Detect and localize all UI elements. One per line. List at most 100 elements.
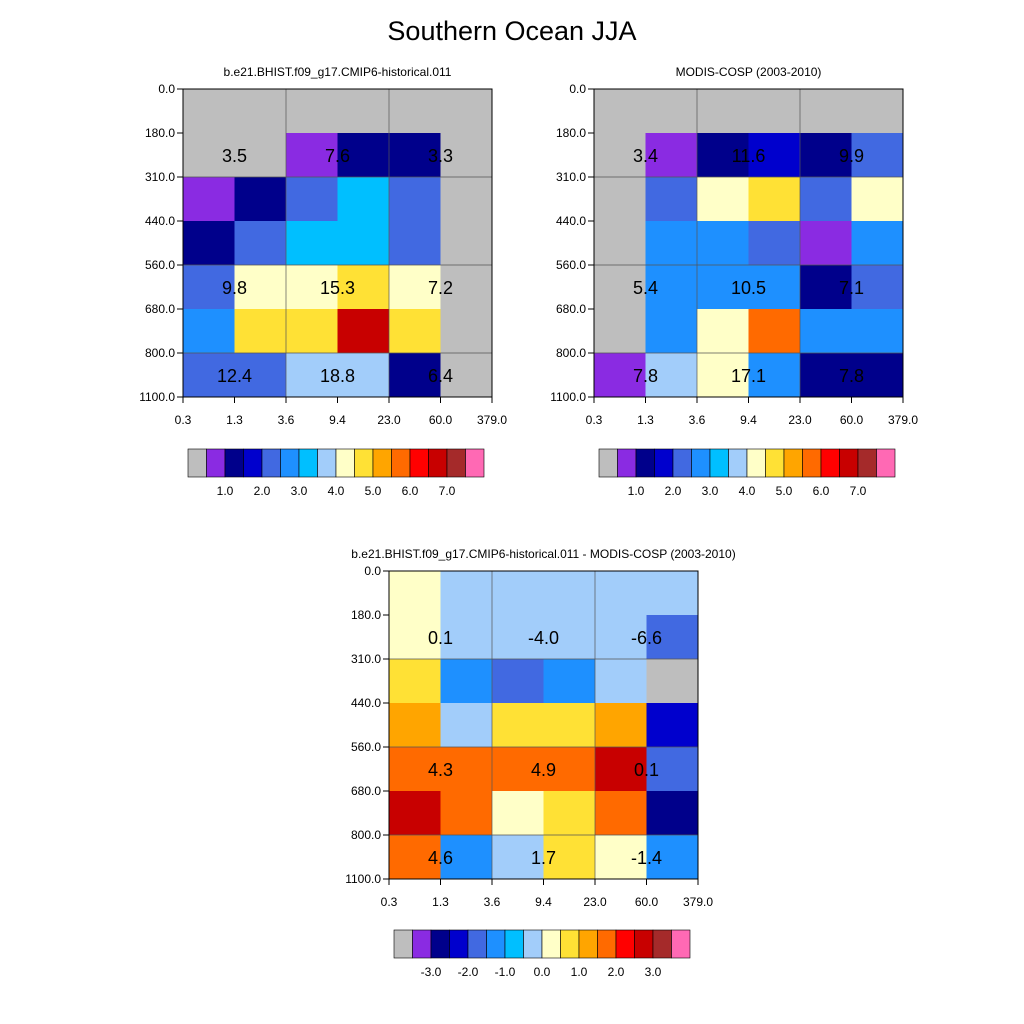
- heatmap-cell: [543, 571, 596, 616]
- heatmap-cell: [183, 353, 235, 398]
- heatmap-cell: [492, 659, 544, 704]
- y-tick-label: 0.0: [569, 82, 586, 96]
- colorbar-label: 2.0: [254, 484, 271, 498]
- heatmap-cell: [595, 791, 647, 836]
- x-tick-label: 23.0: [788, 413, 812, 427]
- panel-title: MODIS-COSP (2003-2010): [676, 65, 822, 79]
- cell-value-label: 9.9: [839, 146, 864, 166]
- colorbar-swatch: [335, 448, 355, 478]
- y-tick-label: 560.0: [351, 740, 381, 754]
- heatmap-cell: [595, 747, 647, 792]
- colorbar-swatch: [578, 929, 598, 959]
- heatmap-cell: [389, 221, 441, 266]
- heatmap-cell: [543, 659, 596, 704]
- heatmap-cell: [594, 177, 646, 222]
- heatmap-cell: [697, 309, 749, 354]
- heatmap-cell: [543, 747, 596, 792]
- heatmap-cell: [234, 221, 287, 266]
- heatmap-cell: [234, 89, 287, 134]
- heatmap-cell: [595, 659, 647, 704]
- heatmap-cell: [440, 265, 493, 310]
- cell-value-label: 15.3: [320, 278, 355, 298]
- x-tick-label: 60.0: [635, 895, 659, 909]
- heatmap-cell: [183, 89, 235, 134]
- heatmap-cell: [800, 309, 852, 354]
- heatmap-cell: [286, 89, 338, 134]
- colorbar-swatch: [671, 929, 691, 959]
- heatmap-cell: [286, 177, 338, 222]
- y-tick-label: 180.0: [556, 126, 586, 140]
- colorbar-swatch: [876, 448, 896, 478]
- colorbar-swatch: [393, 929, 413, 959]
- obs-panel: MODIS-COSP (2003-2010) 3.4 11.6 9.9 5.4 10.5 7…: [550, 65, 918, 498]
- heatmap-cell: [234, 353, 287, 398]
- colorbar-swatch: [617, 448, 637, 478]
- colorbar-label: 1.0: [217, 484, 234, 498]
- heatmap-cell: [646, 791, 699, 836]
- y-tick-label: 310.0: [351, 652, 381, 666]
- colorbar-swatch: [206, 448, 226, 478]
- heatmap-cell: [851, 133, 904, 178]
- colorbar-label: 3.0: [645, 965, 662, 979]
- heatmap-cell: [440, 353, 493, 398]
- x-tick-label: 3.6: [484, 895, 501, 909]
- heatmap-cell: [645, 133, 698, 178]
- heatmap-cell: [337, 133, 390, 178]
- heatmap-cell: [440, 659, 493, 704]
- colorbar-swatch: [802, 448, 822, 478]
- heatmap-cell: [800, 353, 852, 398]
- y-tick-label: 310.0: [556, 170, 586, 184]
- heatmap-cell: [183, 133, 235, 178]
- heatmap-cell: [748, 265, 801, 310]
- cell-value-label: -6.6: [631, 628, 662, 648]
- cell-value-label: 3.5: [222, 146, 247, 166]
- colorbar-swatch: [428, 448, 448, 478]
- heatmap-cell: [543, 615, 596, 660]
- heatmap-cell: [646, 835, 699, 880]
- y-tick-label: 440.0: [145, 214, 175, 228]
- heatmap-cell: [645, 177, 698, 222]
- colorbar-swatch: [523, 929, 543, 959]
- y-tick-label: 680.0: [556, 302, 586, 316]
- cell-value-label: 4.9: [531, 760, 556, 780]
- heatmap-cell: [440, 89, 493, 134]
- heatmap-cell: [645, 89, 698, 134]
- y-tick-label: 1100.0: [550, 390, 586, 404]
- x-tick-label: 23.0: [583, 895, 607, 909]
- colorbar-label: -2.0: [458, 965, 479, 979]
- heatmap-cell: [594, 309, 646, 354]
- x-tick-label: 9.4: [740, 413, 757, 427]
- colorbar-label: 4.0: [739, 484, 756, 498]
- heatmap-cell: [697, 89, 749, 134]
- heatmap-cell: [697, 265, 749, 310]
- colorbar-label: 5.0: [776, 484, 793, 498]
- cell-value-label: 0.1: [428, 628, 453, 648]
- heatmap-cell: [594, 221, 646, 266]
- colorbar-swatch: [820, 448, 840, 478]
- cell-value-label: 7.6: [325, 146, 350, 166]
- x-tick-label: 1.3: [226, 413, 243, 427]
- heatmap-cell: [595, 835, 647, 880]
- heatmap-cell: [543, 835, 596, 880]
- heatmap-cell: [800, 221, 852, 266]
- cell-value-label: 7.2: [428, 278, 453, 298]
- colorbar-label: 5.0: [365, 484, 382, 498]
- cell-value-label: 5.4: [633, 278, 658, 298]
- colorbar-swatch: [409, 448, 429, 478]
- colorbar-swatch: [598, 448, 618, 478]
- heatmap-cell: [492, 703, 544, 748]
- heatmap-cell: [440, 615, 493, 660]
- heatmap-cell: [492, 571, 544, 616]
- heatmap-cell: [286, 265, 338, 310]
- heatmap-cell: [645, 309, 698, 354]
- heatmap-cell: [595, 571, 647, 616]
- cell-value-label: 9.8: [222, 278, 247, 298]
- colorbar-label: 6.0: [813, 484, 830, 498]
- colorbar-swatch: [467, 929, 487, 959]
- heatmap-cell: [286, 309, 338, 354]
- x-tick-label: 379.0: [683, 895, 713, 909]
- figure-title: Southern Ocean JJA: [387, 16, 637, 46]
- colorbar-swatch: [709, 448, 729, 478]
- heatmap-cell: [389, 571, 441, 616]
- colorbar-swatch: [765, 448, 785, 478]
